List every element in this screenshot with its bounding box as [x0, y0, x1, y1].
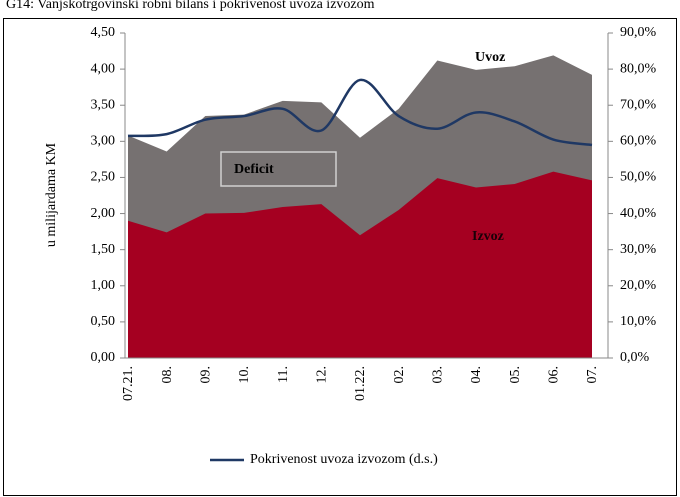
- chart-title: G14: Vanjskotrgovinski robni bilans i po…: [6, 0, 375, 12]
- y-tick-label: 3,00: [91, 134, 116, 149]
- x-tick-label: 07.: [585, 366, 600, 384]
- x-tick-label: 04.: [469, 366, 484, 384]
- x-tick-label: 11.: [276, 366, 291, 383]
- y-tick-label: 1,00: [91, 278, 116, 293]
- y-tick-label: 4,00: [91, 61, 116, 76]
- y-tick-label: 0,50: [91, 314, 116, 329]
- x-tick-label: 12.: [315, 366, 330, 384]
- y2-tick-label: 20,0%: [620, 278, 657, 293]
- area: [128, 171, 592, 358]
- legend-label: Pokrivenost uvoza izvozom (d.s.): [250, 452, 438, 467]
- x-tick-label: 03.: [431, 366, 446, 384]
- y2-tick-label: 0,0%: [620, 350, 650, 365]
- annotation-box: [220, 151, 337, 187]
- x-tick-label: 08.: [160, 366, 175, 384]
- y-tick-label: 2,50: [91, 170, 116, 185]
- annotation: Izvoz: [472, 229, 504, 244]
- x-tick-label: 01.22.: [353, 366, 368, 401]
- annotation: Deficit: [234, 162, 274, 177]
- annotation: Uvoz: [475, 50, 505, 65]
- y-tick-label: 0,00: [91, 350, 116, 365]
- y2-tick-label: 60,0%: [620, 134, 657, 149]
- y-axis-label: u milijardama KM: [44, 142, 59, 247]
- x-tick-label: 02.: [392, 366, 407, 384]
- y2-tick-label: 70,0%: [620, 97, 657, 112]
- y2-tick-label: 90,0%: [620, 25, 657, 40]
- y2-tick-label: 80,0%: [620, 61, 657, 76]
- y2-tick-label: 30,0%: [620, 242, 657, 257]
- x-tick-label: 06.: [547, 366, 562, 384]
- x-tick-label: 05.: [508, 366, 523, 384]
- y2-tick-label: 10,0%: [620, 314, 657, 329]
- x-tick-label: 07.21.: [121, 366, 136, 401]
- x-tick-label: 09.: [199, 366, 214, 384]
- y2-tick-label: 40,0%: [620, 206, 657, 221]
- y2-tick-label: 50,0%: [620, 170, 657, 185]
- x-tick-label: 10.: [237, 366, 252, 384]
- line: [127, 78, 593, 147]
- y-tick-label: 4,50: [91, 25, 116, 40]
- y-tick-label: 3,50: [91, 97, 116, 112]
- y-tick-label: 2,00: [91, 206, 116, 221]
- y-tick-label: 1,50: [91, 242, 116, 257]
